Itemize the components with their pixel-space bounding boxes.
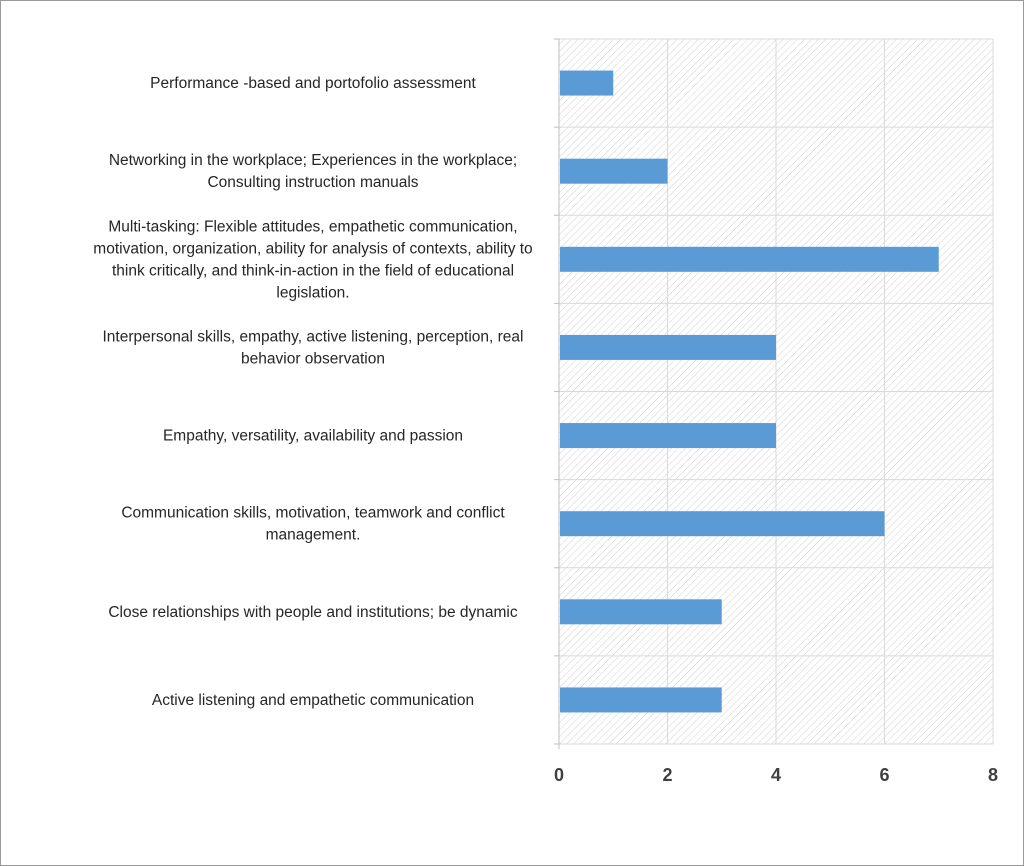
bar [560,158,668,184]
bar [560,599,722,625]
x-tick-label: 6 [879,765,889,785]
category-label-line: Interpersonal skills, empathy, active li… [102,328,523,345]
category-label-line: Close relationships with people and inst… [108,604,518,621]
category-label-line: Networking in the workplace; Experiences… [109,152,517,169]
category-label-line: Empathy, versatility, availability and p… [163,428,463,445]
x-tick-label: 2 [662,765,672,785]
category-label-line: motivation, organization, ability for an… [93,240,532,257]
category-label-line: Communication skills, motivation, teamwo… [121,505,505,522]
category-label: Empathy, versatility, availability and p… [163,428,463,445]
category-label: Active listening and empathetic communic… [152,692,474,709]
category-label: Multi-tasking: Flexible attitudes, empat… [93,218,532,301]
category-label-line: legislation. [276,284,349,301]
category-label: Interpersonal skills, empathy, active li… [102,328,523,367]
category-label-line: management. [266,527,361,544]
category-label-line: Multi-tasking: Flexible attitudes, empat… [108,218,517,235]
category-label-line: behavior observation [241,350,385,367]
bar [560,246,939,272]
category-label: Performance -based and portofolio assess… [150,75,476,92]
x-tick-label: 8 [988,765,998,785]
category-label: Communication skills, motivation, teamwo… [121,505,505,544]
category-label: Close relationships with people and inst… [108,604,518,621]
category-label-line: think critically, and think-in-action in… [112,262,514,279]
category-label-line: Performance -based and portofolio assess… [150,75,476,92]
bar [560,70,614,96]
category-label-line: Active listening and empathetic communic… [152,692,474,709]
bar [560,423,776,449]
x-tick-label: 0 [554,765,564,785]
category-label: Networking in the workplace; Experiences… [109,152,517,191]
bar [560,511,885,537]
category-label-line: Consulting instruction manuals [207,174,418,191]
x-tick-label: 4 [771,765,781,785]
bar [560,334,776,360]
bar [560,687,722,713]
